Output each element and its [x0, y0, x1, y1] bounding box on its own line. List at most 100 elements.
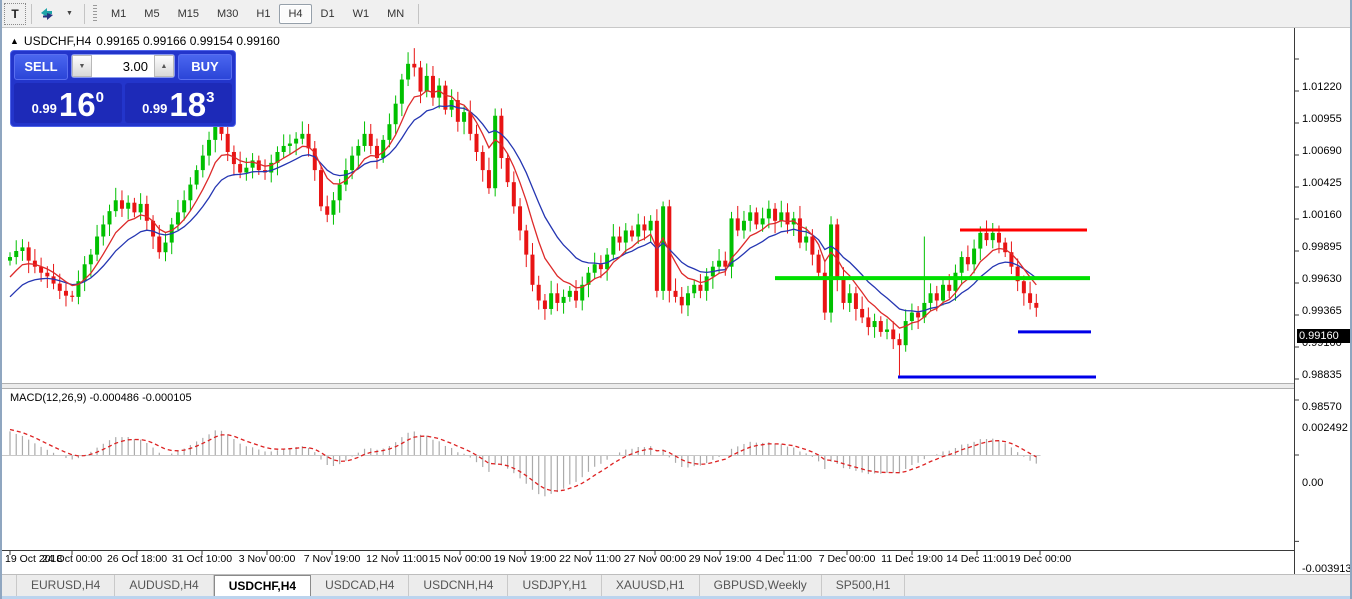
time-axis-label: 11 Dec 19:00: [881, 553, 943, 565]
time-axis-label: 24 Oct 00:00: [41, 553, 103, 565]
macd-signal-line: [9, 428, 1037, 492]
candle-body: [194, 170, 199, 185]
cycle-dropdown-button[interactable]: ▼: [59, 4, 79, 24]
buy-price-point: 3: [206, 89, 215, 106]
chart-tab-USDCAD-H4[interactable]: USDCAD,H4: [311, 575, 410, 596]
candle-body: [455, 100, 460, 122]
sell-price-tile[interactable]: 0.99 16 0: [14, 83, 122, 123]
candle-body: [437, 85, 442, 98]
chart-tab-SP500-H1[interactable]: SP500,H1: [822, 575, 906, 596]
buy-price-prefix: 0.99: [142, 101, 168, 116]
price-chart-canvas: [2, 28, 1299, 574]
candle-body: [39, 266, 44, 273]
candle-body: [63, 290, 68, 296]
time-axis-label: 14 Dec 11:00: [946, 553, 1008, 565]
price-axis-label: 1.01220: [1302, 81, 1342, 93]
time-axis-label: 19 Oct 2018: [5, 553, 63, 565]
chart-tab-AUDUSD-H4[interactable]: AUDUSD,H4: [115, 575, 214, 596]
candle-body: [213, 119, 218, 140]
toolbar-drag-handle[interactable]: [93, 4, 97, 23]
candle-body: [679, 296, 684, 306]
candle-body: [630, 230, 634, 237]
chart-tab-USDJPY-H1[interactable]: USDJPY,H1: [508, 575, 602, 596]
price-axis-label: 0.99895: [1302, 241, 1342, 253]
candle-body: [225, 133, 230, 152]
candle-body: [729, 218, 734, 267]
candle-body: [524, 230, 529, 255]
candle-body: [412, 63, 417, 68]
candle-body: [592, 264, 597, 273]
candle-body: [853, 293, 858, 309]
price-axis-label: 0.98570: [1302, 401, 1342, 413]
candle-body: [878, 321, 883, 332]
timeframe-button-M15[interactable]: M15: [177, 7, 199, 20]
candle-body: [499, 115, 504, 159]
candle-body: [841, 278, 846, 303]
timeframe-button-M30[interactable]: M30: [216, 7, 239, 20]
timeframe-button-group: M1 M5 M15 M30 H1 H4 D1 W1 MN: [102, 3, 413, 24]
window-bottom-edge: [2, 596, 1350, 599]
candle-body: [238, 164, 243, 173]
candle-body: [32, 260, 37, 267]
volume-input[interactable]: 3.00: [122, 59, 148, 74]
candle-body: [816, 254, 821, 273]
candle-body: [648, 220, 653, 231]
timeframe-button-H4[interactable]: H4: [279, 3, 312, 24]
candle-body: [810, 236, 815, 255]
text-label-tool-button[interactable]: T: [4, 2, 26, 25]
candle-body: [325, 206, 330, 215]
chart-tab-EURUSD-H4[interactable]: EURUSD,H4: [16, 575, 116, 596]
candle-body: [374, 145, 379, 159]
time-axis-label: 22 Nov 11:00: [559, 553, 621, 565]
candle-body: [418, 67, 423, 92]
chevron-down-icon: ▼: [78, 62, 86, 70]
volume-decrease-button[interactable]: ▼: [72, 55, 92, 77]
chart-tab-bar: EURUSD,H4 AUDUSD,H4 USDCHF,H4 USDCAD,H4 USDC…: [2, 574, 1350, 596]
candle-body: [107, 211, 112, 225]
buy-price-pips: 18: [169, 86, 207, 123]
candle-body: [45, 272, 50, 277]
candle-body: [822, 272, 827, 313]
toolbar-separator: [31, 3, 32, 24]
candle-body: [511, 182, 516, 207]
timeframe-button-D1[interactable]: D1: [320, 7, 335, 20]
candle-body: [598, 264, 603, 270]
candle-body: [754, 212, 759, 225]
chart-area[interactable]: ▲ USDCHF,H4 0.99165 0.99166 0.99154 0.99…: [2, 28, 1352, 576]
time-axis-label: 15 Nov 00:00: [428, 553, 492, 565]
chart-tab-USDCHF-H4[interactable]: USDCHF,H4: [213, 575, 312, 596]
cycle-symbols-button[interactable]: [37, 4, 57, 24]
candle-body: [748, 212, 753, 221]
timeframe-button-W1[interactable]: W1: [352, 7, 370, 20]
macd-axis-label: -0.003913: [1302, 563, 1352, 576]
timeframe-button-H1[interactable]: H1: [256, 7, 271, 20]
chart-toolbar: T ▼ M1 M5 M15 M30 H1 H4 D1 W1 MN: [2, 0, 1350, 28]
fast-ma-line: [9, 89, 1037, 329]
timeframe-button-M1[interactable]: M1: [111, 7, 127, 20]
buy-price-tile[interactable]: 0.99 18 3: [124, 83, 232, 123]
candle-body: [443, 85, 448, 110]
candle-body: [20, 247, 25, 251]
timeframe-button-MN[interactable]: MN: [387, 7, 405, 20]
price-axis-label: 0.98835: [1302, 369, 1342, 381]
candle-body: [829, 224, 834, 313]
candle-body: [424, 75, 429, 92]
sell-button[interactable]: SELL: [14, 54, 68, 80]
candle-body: [866, 317, 871, 328]
volume-increase-button[interactable]: ▲: [154, 55, 174, 77]
chart-tab-GBPUSD-Weekly[interactable]: GBPUSD,Weekly: [700, 575, 822, 596]
candle-body: [343, 170, 348, 185]
candle-body: [486, 170, 491, 189]
buy-button[interactable]: BUY: [178, 54, 232, 80]
candle-body: [1028, 293, 1033, 303]
candle-body: [561, 296, 566, 303]
candle-body: [574, 290, 579, 301]
chart-tab-USDCNH-H4[interactable]: USDCNH,H4: [409, 575, 509, 596]
candle-body: [57, 283, 62, 291]
candle-body: [642, 224, 647, 231]
candle-body: [555, 293, 560, 303]
chart-tab-XAUUSD-H1[interactable]: XAUUSD,H1: [602, 575, 700, 596]
candle-body: [505, 158, 510, 183]
candle-body: [897, 339, 902, 346]
timeframe-button-M5[interactable]: M5: [144, 7, 160, 20]
